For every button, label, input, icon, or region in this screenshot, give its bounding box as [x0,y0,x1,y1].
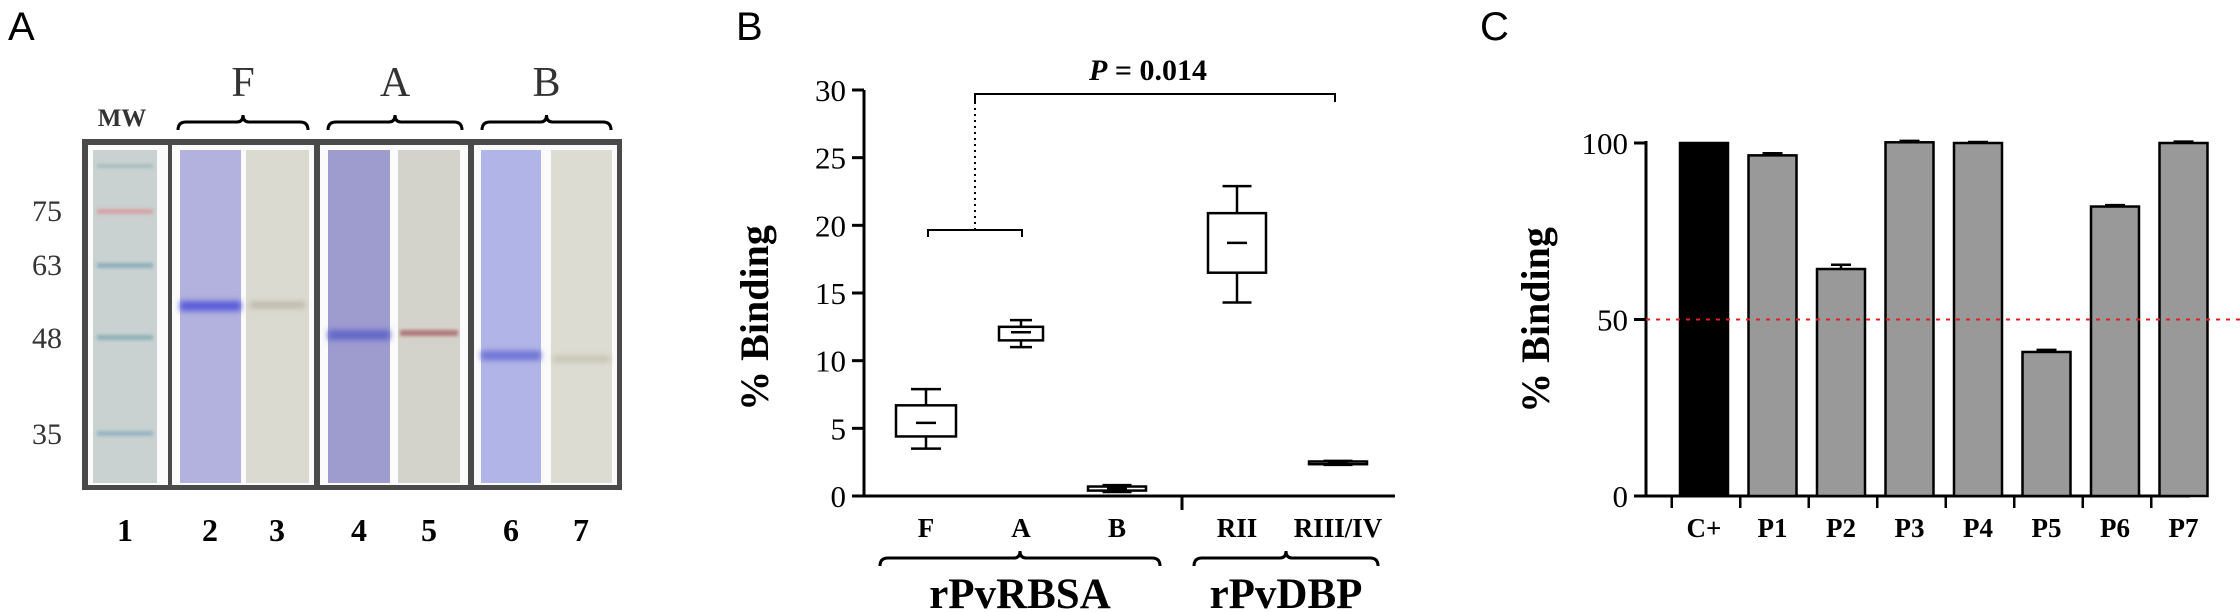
band-lane-3 [250,302,305,308]
panel-c-label: C [1480,5,1509,49]
x-tick-label: P6 [2100,513,2130,543]
mw-label: MW [98,105,147,132]
x-tick-label: RII [1217,513,1258,543]
lane-number: 7 [573,512,589,548]
p-value-number: = 0.014 [1107,54,1207,87]
lane-3 [246,150,309,483]
lane-number: 3 [269,512,285,548]
group-label: F [231,60,254,106]
lane-number: 2 [202,512,218,548]
band-lane-6 [481,351,541,360]
mw-marker-label: 35 [32,418,62,451]
bar [1815,267,1867,498]
group-label: A [380,60,411,106]
ladder-band-63 [97,263,153,268]
y-tick-label: 0 [831,479,847,514]
group-brace [176,114,310,131]
x-tick-label: P2 [1826,513,1856,543]
comparison-bracket-top [974,93,1336,102]
p-value-text: P = 0.014 [1088,54,1207,87]
x-tick-label: RIII/IV [1294,513,1383,543]
group-label: B [532,60,560,106]
panel-b-label: B [736,5,763,49]
lane-number: 1 [117,512,133,548]
y-tick-label: 20 [815,208,846,243]
group-label: rPvRBSA [929,571,1111,612]
group-brace [480,114,613,131]
lane-1 [93,150,157,483]
band-lane-7 [553,356,610,362]
lane-6 [481,150,541,483]
bar [2021,350,2072,498]
panel-b-axes: 0 5 10 15 20 25 30 [815,73,1395,514]
lane-number: 6 [503,512,519,548]
x-tick-label: P5 [2032,513,2062,543]
mw-marker-label: 63 [32,249,62,282]
lane-4 [328,150,390,483]
panel-b: B % Binding 0 5 10 15 20 25 30 F A B RII RIII/IV rP… [732,5,1395,612]
x-tick-label: P1 [1758,513,1788,543]
group-label: rPvDBP [1210,571,1363,612]
y-tick-label: 0 [1613,479,1629,514]
panel-c: C % Binding 0 50 100 C+ P1 P2 P3 P4 P5 P6 P7 [1480,5,2240,543]
lane-5 [398,150,460,483]
x-tick-label: C+ [1687,513,1722,543]
comparison-bracket-left [927,229,1023,237]
group-brace [326,114,464,131]
panel-a-label: A [8,5,35,49]
box-iqr [894,404,958,438]
y-tick-label: 5 [831,411,847,446]
panel-c-bars: C+ P1 P2 P3 P4 P5 P6 P7 [1646,139,2240,543]
x-tick-label: A [1011,513,1031,543]
group-brace [1192,550,1380,567]
ladder-band-48 [97,335,153,340]
lane-numbers: 1 2 3 4 5 6 7 [117,512,589,548]
panel-b-ylabel: % Binding [732,225,777,411]
mw-markers: 75 63 48 35 [32,195,62,451]
x-tick-label: P3 [1895,513,1925,543]
lane-7 [551,150,612,483]
ladder-band [97,164,153,168]
ladder-bands [97,164,153,436]
panel-c-ylabel: % Binding [1513,227,1558,413]
lane-2 [180,150,241,483]
ladder-band-35 [97,431,153,436]
y-tick-label: 10 [815,344,846,379]
y-tick-label: 50 [1597,303,1628,338]
box-iqr [997,325,1045,342]
mw-marker-label: 75 [32,195,62,228]
ladder-band-75 [97,209,153,214]
lane-number: 4 [351,512,367,548]
mw-marker-label: 48 [32,322,62,355]
y-tick-label: 30 [815,73,846,108]
y-tick-label: 25 [815,141,846,176]
band-lane-4 [328,330,390,340]
x-tick-label: P7 [2169,513,2199,543]
p-value-italic: P [1088,54,1108,87]
bar [1747,154,1798,498]
group-brace [878,550,1162,567]
panel-b-annotation: P = 0.014 [927,54,1336,237]
x-tick-label: B [1108,513,1126,543]
panel-b-boxes: F A B RII RIII/IV rPvRBSA rPvDBP [878,184,1383,612]
y-tick-label: 15 [815,276,846,311]
band-lane-2 [180,301,241,311]
lane-number: 5 [421,512,437,548]
x-tick-label: F [918,513,935,543]
x-tick-label: P4 [1963,513,1993,543]
y-tick-label: 100 [1582,126,1629,161]
bar [2089,205,2141,498]
band-lane-5 [400,330,458,336]
